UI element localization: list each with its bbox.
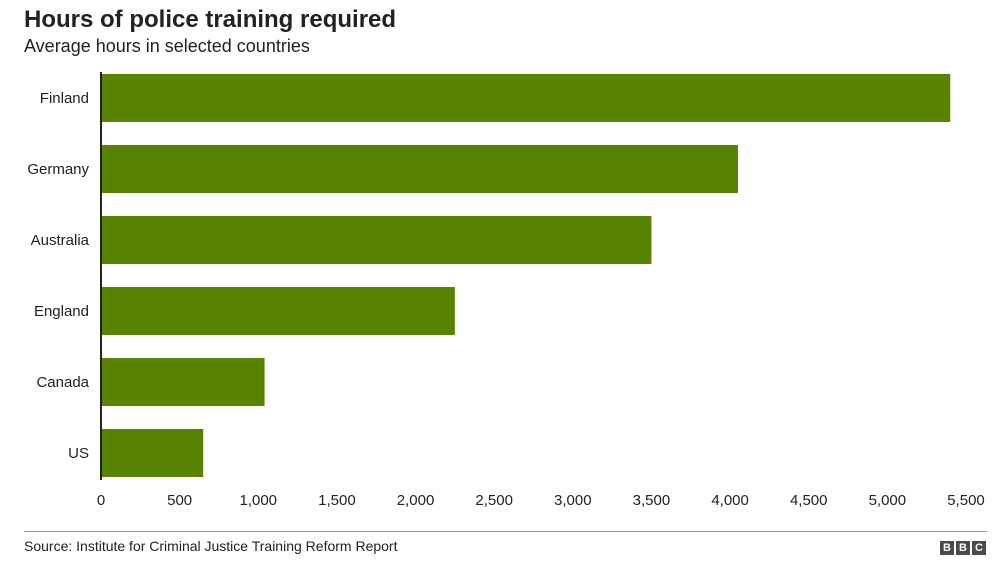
x-tick-label: 3,000: [554, 492, 592, 509]
category-label-england: England: [34, 303, 89, 320]
x-tick-label: 1,500: [318, 492, 356, 509]
x-tick-label: 2,500: [475, 492, 513, 509]
bbc-logo: B B C: [940, 541, 986, 555]
category-label-australia: Australia: [31, 232, 90, 249]
bar-finland: [101, 74, 951, 122]
x-tick-label: 0: [97, 492, 105, 509]
chart-title: Hours of police training required: [24, 6, 397, 33]
footer-divider: [24, 531, 987, 532]
bar-chart: Finland Germany Australia England Canada US 0 5…: [27, 72, 985, 509]
chart-subtitle: Average hours in selected countries: [24, 36, 310, 56]
bbc-logo-letter-1: B: [940, 541, 954, 555]
category-label-canada: Canada: [36, 374, 89, 391]
x-tick-label: 5,000: [869, 492, 907, 509]
source-note: Source: Institute for Criminal Justice T…: [24, 538, 398, 554]
bar-england: [101, 287, 455, 335]
bbc-logo-letter-2: B: [956, 541, 970, 555]
x-tick-label: 4,500: [790, 492, 828, 509]
x-tick-label: 2,000: [397, 492, 435, 509]
category-label-germany: Germany: [27, 161, 89, 178]
bar-germany: [101, 145, 738, 193]
x-tick-label: 1,000: [239, 492, 277, 509]
x-tick-label: 4,000: [711, 492, 749, 509]
bar-canada: [101, 358, 265, 406]
category-label-us: US: [68, 445, 89, 462]
bar-australia: [101, 216, 652, 264]
x-tick-label: 5,500: [947, 492, 985, 509]
bar-us: [101, 429, 204, 477]
x-tick-label: 500: [167, 492, 192, 509]
x-tick-label: 3,500: [633, 492, 671, 509]
category-label-finland: Finland: [40, 90, 89, 107]
bbc-logo-letter-3: C: [972, 541, 986, 555]
